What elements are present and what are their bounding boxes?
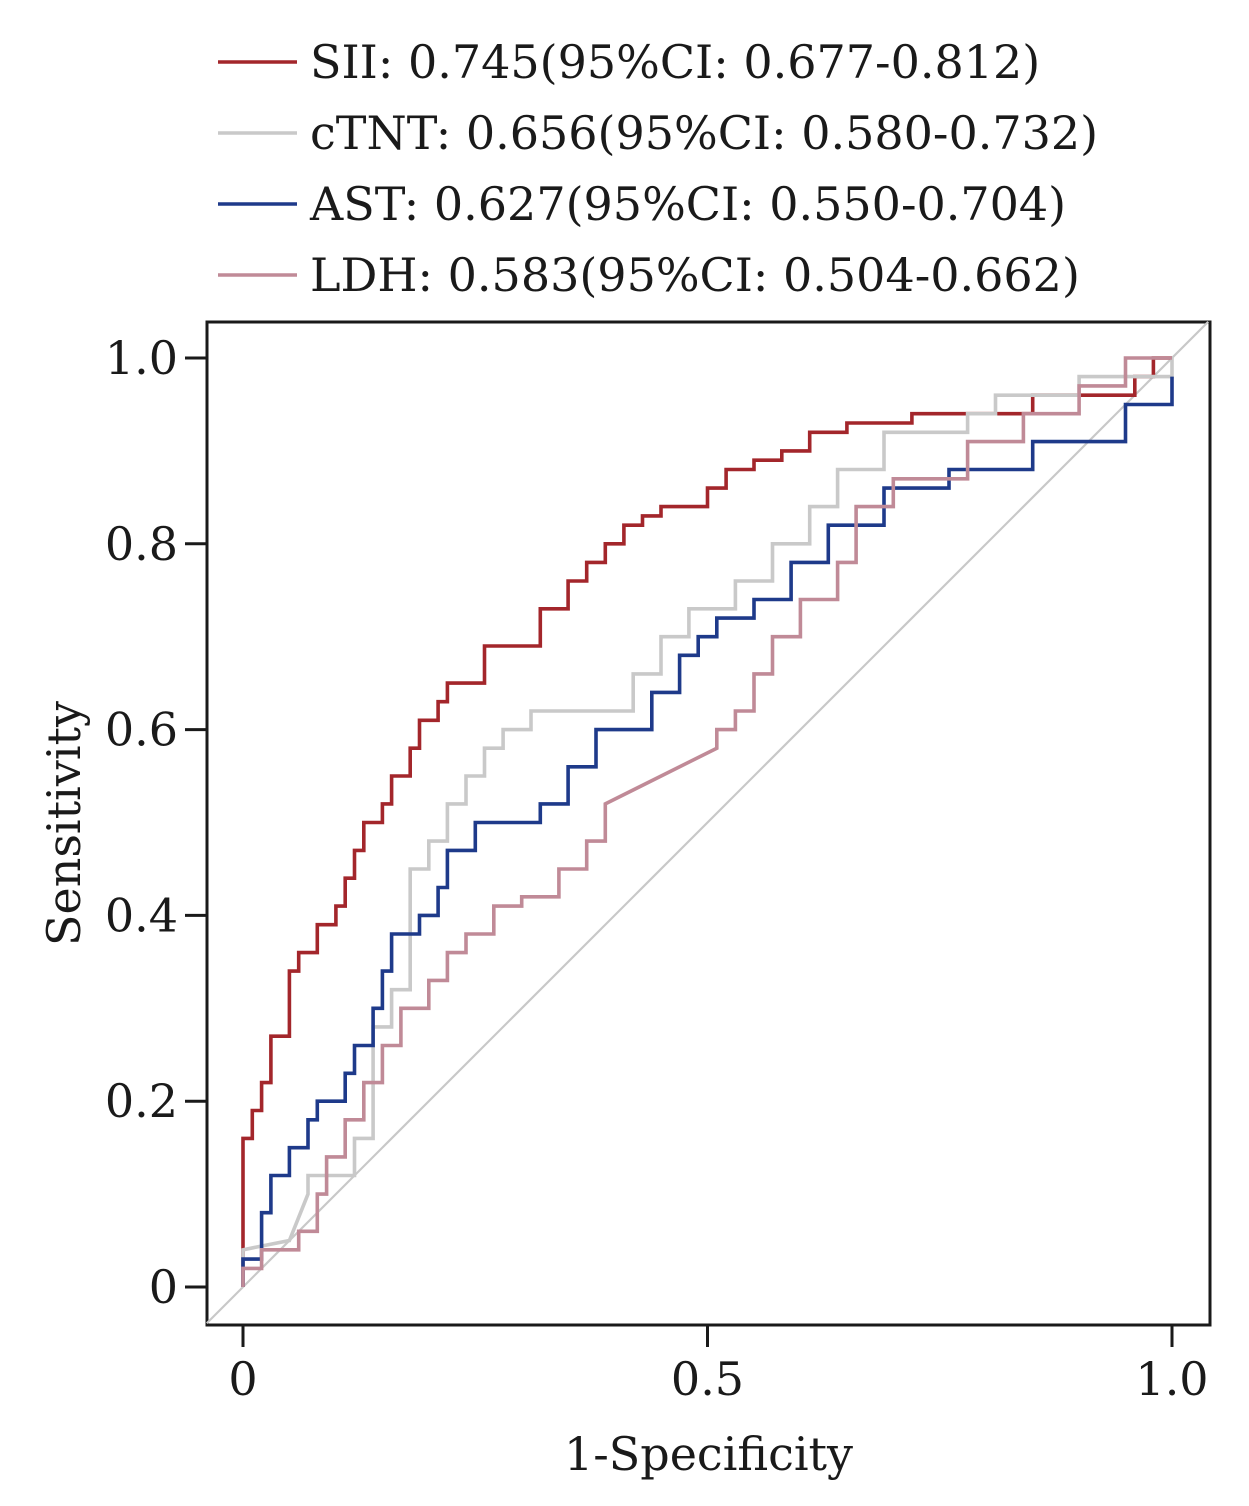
legend-label-ldh: LDH: 0.583(95%CI: 0.504-0.662) — [310, 248, 1080, 302]
series-line-ast — [241, 376, 1174, 1287]
y-axis-title: Sensitivity — [37, 701, 91, 946]
x-tick-label: 1.0 — [1135, 1352, 1208, 1406]
y-tick-label: 1.0 — [105, 331, 178, 385]
y-tick-label: 0.2 — [105, 1074, 178, 1128]
y-tick-label: 0.4 — [105, 888, 178, 942]
legend: SII: 0.745(95%CI: 0.677-0.812) cTNT: 0.65… — [218, 35, 1098, 302]
y-tick-label: 0.8 — [105, 517, 178, 571]
x-axis-title: 1-Specificity — [564, 1427, 853, 1481]
legend-label-sii: SII: 0.745(95%CI: 0.677-0.812) — [310, 35, 1040, 89]
legend-label-ctnt: cTNT: 0.656(95%CI: 0.580-0.732) — [310, 106, 1098, 160]
series-line-ctnt — [241, 358, 1174, 1287]
series-line-sii — [241, 356, 1172, 1287]
series-layer — [241, 356, 1174, 1287]
x-tick-label: 0.5 — [671, 1352, 744, 1406]
x-tick-label: 0 — [228, 1352, 257, 1406]
x-axis-ticks: 0 0.5 1.0 — [228, 1325, 1209, 1406]
reference-diagonal-layer — [205, 320, 1210, 1325]
reference-diagonal — [205, 320, 1210, 1325]
plot-frame — [205, 320, 1212, 1327]
y-tick-label: 0.6 — [105, 703, 178, 757]
y-tick-label: 0 — [149, 1260, 178, 1314]
series-line-ldh — [241, 356, 1172, 1287]
legend-label-ast: AST: 0.627(95%CI: 0.550-0.704) — [309, 177, 1066, 231]
y-axis-ticks: 0 0.2 0.4 0.6 0.8 1.0 — [105, 331, 207, 1314]
